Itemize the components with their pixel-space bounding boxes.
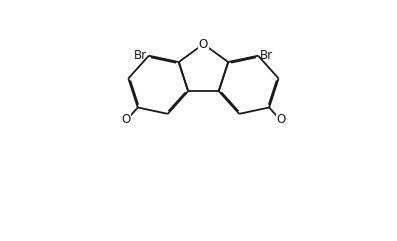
Text: Br: Br	[260, 48, 273, 61]
Text: O: O	[277, 114, 286, 127]
Text: O: O	[121, 114, 130, 127]
Text: O: O	[199, 38, 208, 51]
Text: Br: Br	[134, 48, 147, 61]
